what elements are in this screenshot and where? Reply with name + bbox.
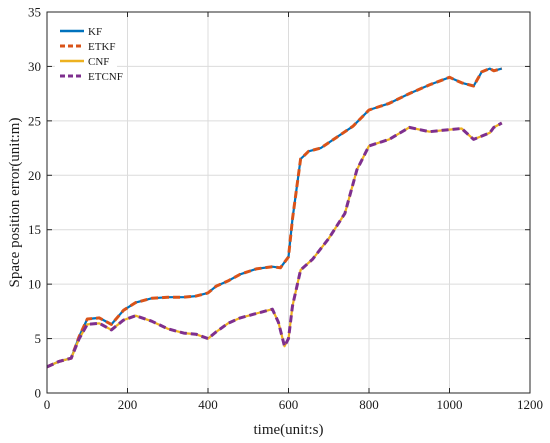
x-tick-label: 800 xyxy=(359,397,379,412)
x-tick-label: 200 xyxy=(118,397,138,412)
y-tick-label: 10 xyxy=(28,277,41,292)
y-tick-label: 20 xyxy=(28,168,41,183)
legend-label-etkf: ETKF xyxy=(88,41,116,53)
y-tick-label: 5 xyxy=(35,331,42,346)
y-tick-label: 25 xyxy=(28,113,41,128)
legend: KF ETKF CNF ETCNF xyxy=(55,20,123,86)
y-axis: 0 5 10 15 20 25 30 35 xyxy=(28,5,530,401)
x-axis-label: time(unit:s) xyxy=(254,422,324,438)
x-tick-label: 400 xyxy=(198,397,218,412)
x-tick-label: 1000 xyxy=(437,397,463,412)
y-tick-label: 30 xyxy=(28,59,41,74)
y-axis-label: Space position error(unit:m) xyxy=(7,118,23,288)
y-tick-label: 35 xyxy=(28,5,41,20)
x-tick-label: 0 xyxy=(44,397,51,412)
series-line-etkf xyxy=(46,67,503,369)
x-tick-label: 600 xyxy=(279,397,299,412)
x-axis: 0 200 400 600 800 1000 1200 xyxy=(44,12,543,412)
x-tick-label: 1200 xyxy=(517,397,543,412)
series-layer xyxy=(46,67,503,369)
y-tick-label: 0 xyxy=(35,386,42,401)
legend-label-kf: KF xyxy=(88,26,102,38)
legend-label-cnf: CNF xyxy=(88,56,109,68)
y-tick-label: 15 xyxy=(28,222,41,237)
legend-label-etcnf: ETCNF xyxy=(88,71,123,83)
series-line-etcnf xyxy=(46,121,503,369)
